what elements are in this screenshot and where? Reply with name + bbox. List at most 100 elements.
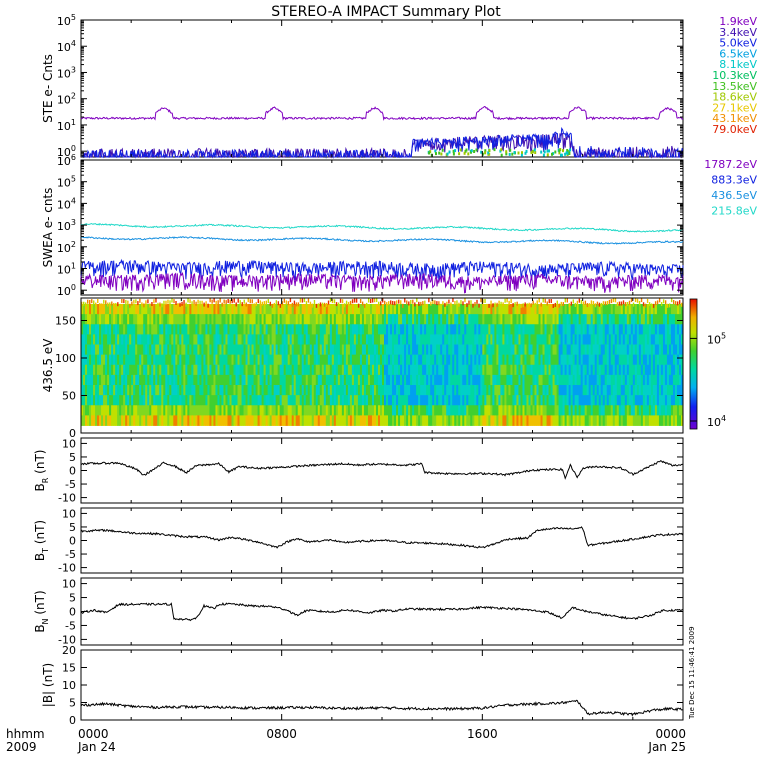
pad-cell bbox=[556, 405, 559, 416]
pad-cell bbox=[137, 405, 140, 416]
pad-cell bbox=[283, 298, 286, 303]
pad-cell bbox=[608, 374, 612, 386]
pad-cell bbox=[349, 300, 352, 305]
pad-cell bbox=[281, 334, 285, 345]
pad-cell bbox=[277, 314, 281, 325]
pad-cell bbox=[175, 374, 178, 386]
ste-series-mark bbox=[562, 149, 564, 153]
pad-cell bbox=[187, 298, 189, 303]
pad-cell bbox=[552, 374, 555, 386]
pad-cell bbox=[213, 304, 216, 315]
pad-cell bbox=[177, 415, 180, 426]
pad-cell bbox=[323, 324, 327, 335]
pad-cell bbox=[502, 302, 504, 307]
pad-cell bbox=[297, 314, 301, 325]
pad-cell bbox=[636, 364, 640, 376]
pad-cell bbox=[478, 395, 481, 406]
pad-cell bbox=[135, 324, 138, 335]
pad-cell bbox=[231, 344, 234, 356]
pad-cell bbox=[201, 374, 204, 386]
pad-cell bbox=[496, 344, 499, 356]
pad-cell bbox=[85, 324, 88, 335]
pad-cell bbox=[518, 324, 521, 335]
pad-cell bbox=[305, 301, 308, 306]
pad-cell bbox=[275, 385, 279, 396]
bn-ylabel-main: B bbox=[33, 624, 47, 632]
pad-cell bbox=[456, 314, 459, 325]
pad-cell bbox=[261, 415, 265, 426]
pad-cell bbox=[604, 364, 608, 376]
pad-cell bbox=[125, 344, 128, 356]
pad-cell bbox=[654, 354, 658, 366]
pad-cell bbox=[269, 354, 273, 366]
pad-cell bbox=[159, 364, 162, 376]
legend-entry-18.6keV: 18.6keV bbox=[712, 91, 757, 104]
pad-cell bbox=[540, 354, 543, 366]
pad-cell bbox=[408, 385, 411, 396]
pad-cell bbox=[153, 385, 156, 396]
pad-cell bbox=[634, 405, 638, 416]
pad-cell bbox=[642, 304, 646, 315]
pad-cell bbox=[351, 354, 355, 366]
pad-cell bbox=[115, 344, 118, 356]
pad-cell bbox=[117, 304, 120, 315]
pad-cell bbox=[171, 314, 174, 325]
pad-cell bbox=[111, 415, 114, 426]
pad-cell bbox=[145, 385, 148, 396]
pad-cell bbox=[283, 304, 287, 315]
pad-cell bbox=[480, 354, 483, 366]
pad-cell bbox=[203, 304, 206, 315]
pad-cell bbox=[628, 364, 632, 376]
pad-cell bbox=[309, 304, 313, 315]
pad-cell bbox=[153, 405, 156, 416]
pad-cell bbox=[568, 415, 572, 426]
ste-series-mark bbox=[481, 152, 484, 156]
pad-cell bbox=[402, 415, 405, 426]
pad-cell bbox=[343, 303, 346, 308]
pad-cell bbox=[207, 385, 210, 396]
pad-cell bbox=[227, 324, 230, 335]
pad-cell bbox=[632, 395, 636, 406]
pad-cell bbox=[420, 301, 422, 306]
pad-cell bbox=[103, 334, 106, 345]
pad-cell bbox=[263, 395, 267, 406]
pad-cell bbox=[462, 324, 465, 335]
pad-cell bbox=[239, 304, 242, 315]
pad-cell bbox=[520, 364, 523, 376]
legend-entry-215.8eV: 215.8eV bbox=[711, 205, 757, 218]
pad-cell bbox=[470, 374, 473, 386]
pad-cell bbox=[572, 385, 576, 396]
pad-cell bbox=[586, 304, 590, 315]
pad-cell bbox=[406, 415, 409, 426]
pad-cell bbox=[277, 405, 281, 416]
pad-cell bbox=[564, 364, 568, 376]
pad-cell bbox=[139, 354, 142, 366]
pad-cell bbox=[486, 304, 489, 315]
pad-cell bbox=[345, 395, 349, 406]
pad-cell bbox=[165, 405, 168, 416]
pad-cell bbox=[436, 334, 439, 345]
pad-cell bbox=[562, 385, 566, 396]
pad-cell bbox=[504, 344, 507, 356]
pad-cell bbox=[143, 303, 145, 308]
pad-cell bbox=[289, 395, 293, 406]
pad-cell bbox=[309, 314, 313, 325]
pad-cell bbox=[518, 405, 521, 416]
pad-cell bbox=[620, 364, 624, 376]
pad-cell bbox=[648, 385, 652, 396]
pad-cell bbox=[652, 405, 656, 416]
pad-cell bbox=[105, 395, 108, 406]
pad-cell bbox=[580, 374, 584, 386]
pad-cell bbox=[379, 374, 383, 386]
pad-cell bbox=[584, 354, 588, 366]
pad-cell bbox=[634, 385, 638, 396]
pad-cell bbox=[185, 395, 188, 406]
pad-cell bbox=[408, 395, 411, 406]
pad-cell bbox=[379, 334, 383, 345]
pad-cell bbox=[518, 374, 521, 386]
pad-cell bbox=[552, 324, 555, 335]
pad-cell bbox=[476, 405, 479, 416]
pad-cell bbox=[155, 364, 158, 376]
pad-cell bbox=[159, 334, 162, 345]
pad-cell bbox=[538, 344, 541, 356]
